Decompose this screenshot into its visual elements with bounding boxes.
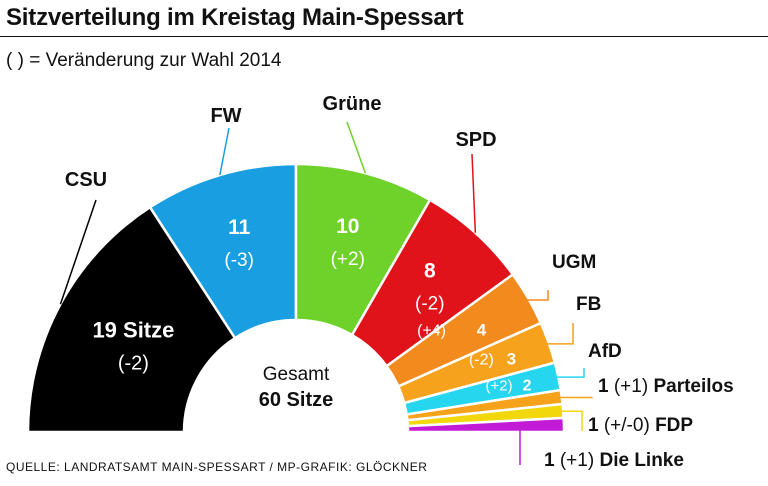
leader-line-fb <box>544 323 574 345</box>
center-label-total: Gesamt <box>263 364 330 385</box>
seat-count: 1 <box>598 376 614 397</box>
center-label-seats: 60 Sitze <box>259 389 333 411</box>
party-label-fw: FW <box>210 105 241 127</box>
value-label-fw: 11 <box>228 216 251 239</box>
leader-line-parteilos <box>557 396 593 399</box>
change-label-spd: (-2) <box>415 293 445 314</box>
leader-line-afd <box>554 368 585 378</box>
value-label-ugm: 4 <box>477 321 487 340</box>
value-label-spd: 8 <box>424 259 436 282</box>
party-name: Parteilos <box>653 376 733 397</box>
value-label-afd: 2 <box>523 378 532 395</box>
party-label-csu: CSU <box>65 169 107 191</box>
change-label-fw: (-3) <box>224 250 254 271</box>
change-label-gruene: (+2) <box>331 249 365 270</box>
seat-change: (+/-0) <box>604 415 655 436</box>
party-label-ugm: UGM <box>552 252 596 273</box>
leader-line-csu <box>59 199 97 305</box>
source-note: QUELLE: LANDRATSAMT MAIN-SPESSART / MP-G… <box>6 460 428 474</box>
value-label-csu: 19 Sitze <box>92 318 174 343</box>
change-label-fb: (-2) <box>469 352 494 369</box>
party-name: FDP <box>655 415 693 436</box>
slice-die-linke <box>406 416 566 434</box>
leader-line-die-linke <box>519 424 560 465</box>
leader-line-spd <box>471 153 477 233</box>
leader-line-gruene <box>346 121 367 174</box>
party-label-gruene: Grüne <box>323 93 382 115</box>
party-name: Die Linke <box>599 450 683 471</box>
leader-line-ugm <box>524 290 549 301</box>
seat-change: (+1) <box>560 450 600 471</box>
value-label-gruene: 10 <box>336 215 359 238</box>
seat-count: 1 <box>588 415 604 436</box>
change-label-ugm: (+4) <box>417 323 446 340</box>
party-label-spd: SPD <box>455 129 496 151</box>
party-label-afd: AfD <box>588 341 622 362</box>
party-label-die-linke: 1 (+1) Die Linke <box>544 450 684 471</box>
leader-line-fdp <box>559 410 583 431</box>
slice-csu <box>26 205 237 434</box>
change-label-afd: (+2) <box>485 378 512 395</box>
leader-line-fw <box>219 127 230 176</box>
title-rule <box>0 36 768 37</box>
seat-count: 1 <box>544 450 560 471</box>
chart-title: Sitzverteilung im Kreistag Main-Spessart <box>6 4 464 31</box>
chart-subtitle: ( ) = Veränderung zur Wahl 2014 <box>6 50 282 71</box>
value-label-fb: 3 <box>507 350 516 369</box>
party-label-fdp: 1 (+/-0) FDP <box>588 415 693 436</box>
seat-change: (+1) <box>614 376 654 397</box>
change-label-csu: (-2) <box>118 353 149 375</box>
party-label-parteilos: 1 (+1) Parteilos <box>598 376 734 397</box>
party-label-fb: FB <box>576 294 601 315</box>
